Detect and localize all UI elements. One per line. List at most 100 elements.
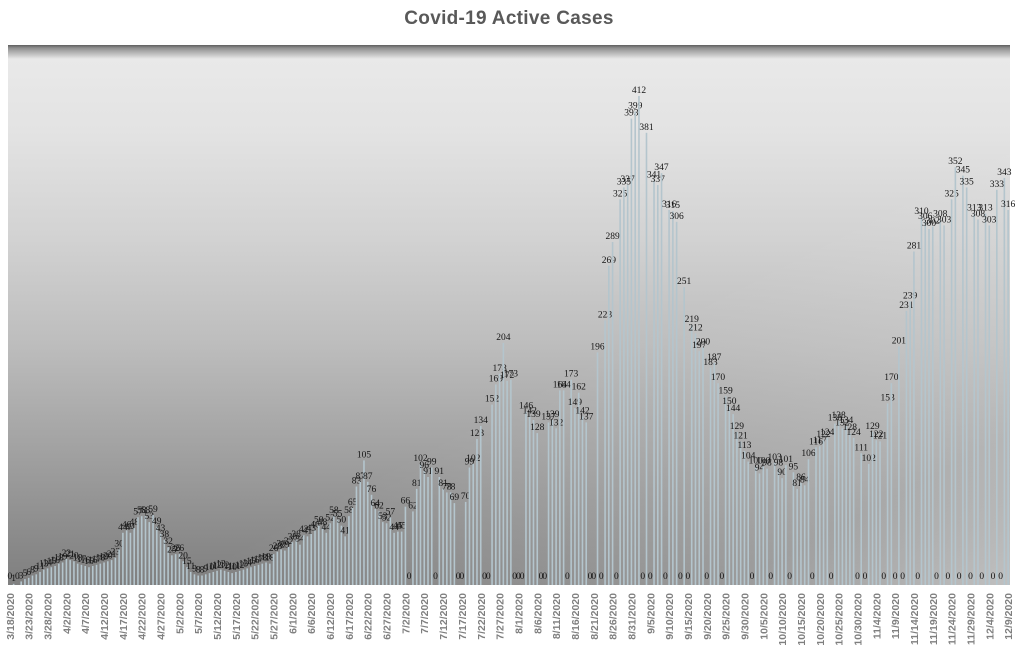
bar [110, 560, 113, 585]
bar-value-label: 124 [820, 428, 835, 438]
bar [931, 226, 934, 585]
bar [525, 411, 527, 585]
bar-value-label: 325 [944, 189, 959, 199]
bar [73, 561, 75, 585]
bar-value-label: 343 [997, 168, 1012, 178]
bar-value-label: 142 [523, 406, 538, 416]
x-axis-tick-label: 10/15/2020 [796, 593, 808, 646]
bar-value-label: 102 [862, 454, 877, 464]
bar-value-label: 132 [835, 418, 850, 428]
bar-value-label: 159 [718, 386, 733, 396]
bar [246, 568, 248, 585]
bar [193, 574, 196, 585]
bar [498, 373, 501, 585]
bar-value-label: 201 [892, 336, 907, 346]
bar-value-label: 38 [291, 530, 301, 540]
bar-value-label: 20 [69, 551, 79, 561]
bar [389, 517, 392, 585]
bar [216, 570, 218, 585]
bar [242, 569, 245, 585]
x-axis-tick-label: 8/1/2020 [513, 593, 525, 634]
bar-value-label: 239 [903, 291, 918, 301]
x-axis-tick-label: 11/29/2020 [965, 593, 977, 645]
x-axis-tick-label: 8/6/2020 [532, 593, 544, 634]
bar-value-label: 170 [711, 373, 726, 383]
bar-value-label: 98 [774, 459, 784, 469]
bar-value-label: 129 [730, 422, 745, 432]
bar [506, 380, 508, 585]
bar-value-label: 12 [212, 561, 222, 571]
bar-value-label: 122 [869, 430, 884, 440]
bar [400, 531, 403, 585]
bar-value-label: 19 [58, 552, 68, 562]
bar-value-label: 57 [133, 507, 143, 517]
x-axis-tick-label: 9/10/2020 [664, 593, 676, 640]
bar-value-label: 41 [303, 526, 313, 536]
bar [815, 447, 817, 585]
bar-value-label: 52 [325, 513, 335, 523]
bar-value-label: 0 [768, 572, 773, 582]
bar-value-label: 21 [107, 550, 117, 560]
bar [393, 532, 395, 585]
bar-value-label: 393 [624, 109, 639, 119]
bar [551, 420, 554, 585]
x-axis-tick-label: 12/4/2020 [984, 593, 996, 640]
bar-value-label: 58 [141, 506, 151, 516]
bar-value-label: 333 [990, 180, 1005, 190]
bar-value-label: 0 [8, 572, 13, 582]
bar [370, 494, 373, 585]
bar [287, 547, 290, 585]
bar-value-label: 128 [843, 423, 858, 433]
bar [419, 463, 422, 585]
bar-value-label: 25 [167, 545, 177, 555]
bar [284, 550, 286, 585]
bar-value-label: 313 [978, 204, 993, 214]
bar [167, 547, 169, 585]
bar-value-label: 43 [156, 524, 166, 534]
bar [702, 347, 704, 585]
bar-value-label: 136 [828, 414, 843, 424]
bar [973, 213, 976, 585]
bar [385, 523, 388, 585]
bar [212, 571, 215, 585]
bar [547, 422, 550, 585]
bar-value-label: 117 [813, 436, 827, 446]
bar-value-label: 38 [160, 530, 170, 540]
bar-value-label: 337 [651, 175, 666, 185]
bar [449, 492, 452, 585]
bar-value-label: 66 [401, 497, 411, 507]
bar [76, 563, 79, 585]
bar-value-label: 139 [545, 410, 560, 420]
bar [114, 557, 117, 585]
bar-value-label: 104 [741, 452, 756, 462]
bar-value-label: 138 [831, 411, 846, 421]
bar [623, 187, 625, 586]
bar [148, 522, 151, 585]
bar [122, 532, 124, 585]
bar-value-label: 1 [11, 574, 16, 584]
bar-value-label: 10 [227, 563, 237, 573]
bar [698, 351, 701, 585]
bar [754, 466, 757, 585]
bar [653, 180, 655, 586]
bar-value-label: 0 [704, 572, 709, 582]
bar [39, 571, 41, 585]
bar-value-label: 18 [96, 554, 106, 564]
bar [743, 450, 746, 585]
bar-value-label: 29 [280, 541, 290, 551]
bar-value-label: 123 [470, 429, 485, 439]
bar-value-label: 10 [205, 563, 215, 573]
bar [415, 488, 418, 585]
bar [84, 566, 87, 585]
bar-value-label: 8 [200, 566, 205, 576]
bar [46, 568, 49, 585]
bar-value-label: 53 [378, 512, 388, 522]
bar-value-label: 99 [465, 458, 475, 468]
bar [374, 509, 377, 585]
bar-value-label: 335 [617, 177, 632, 187]
bar-value-label: 289 [605, 232, 620, 242]
bar-value-label: 46 [310, 520, 320, 530]
bar [732, 414, 734, 585]
x-axis-tick-label: 5/2/2020 [174, 593, 186, 634]
bar-value-label: 58 [344, 506, 354, 516]
